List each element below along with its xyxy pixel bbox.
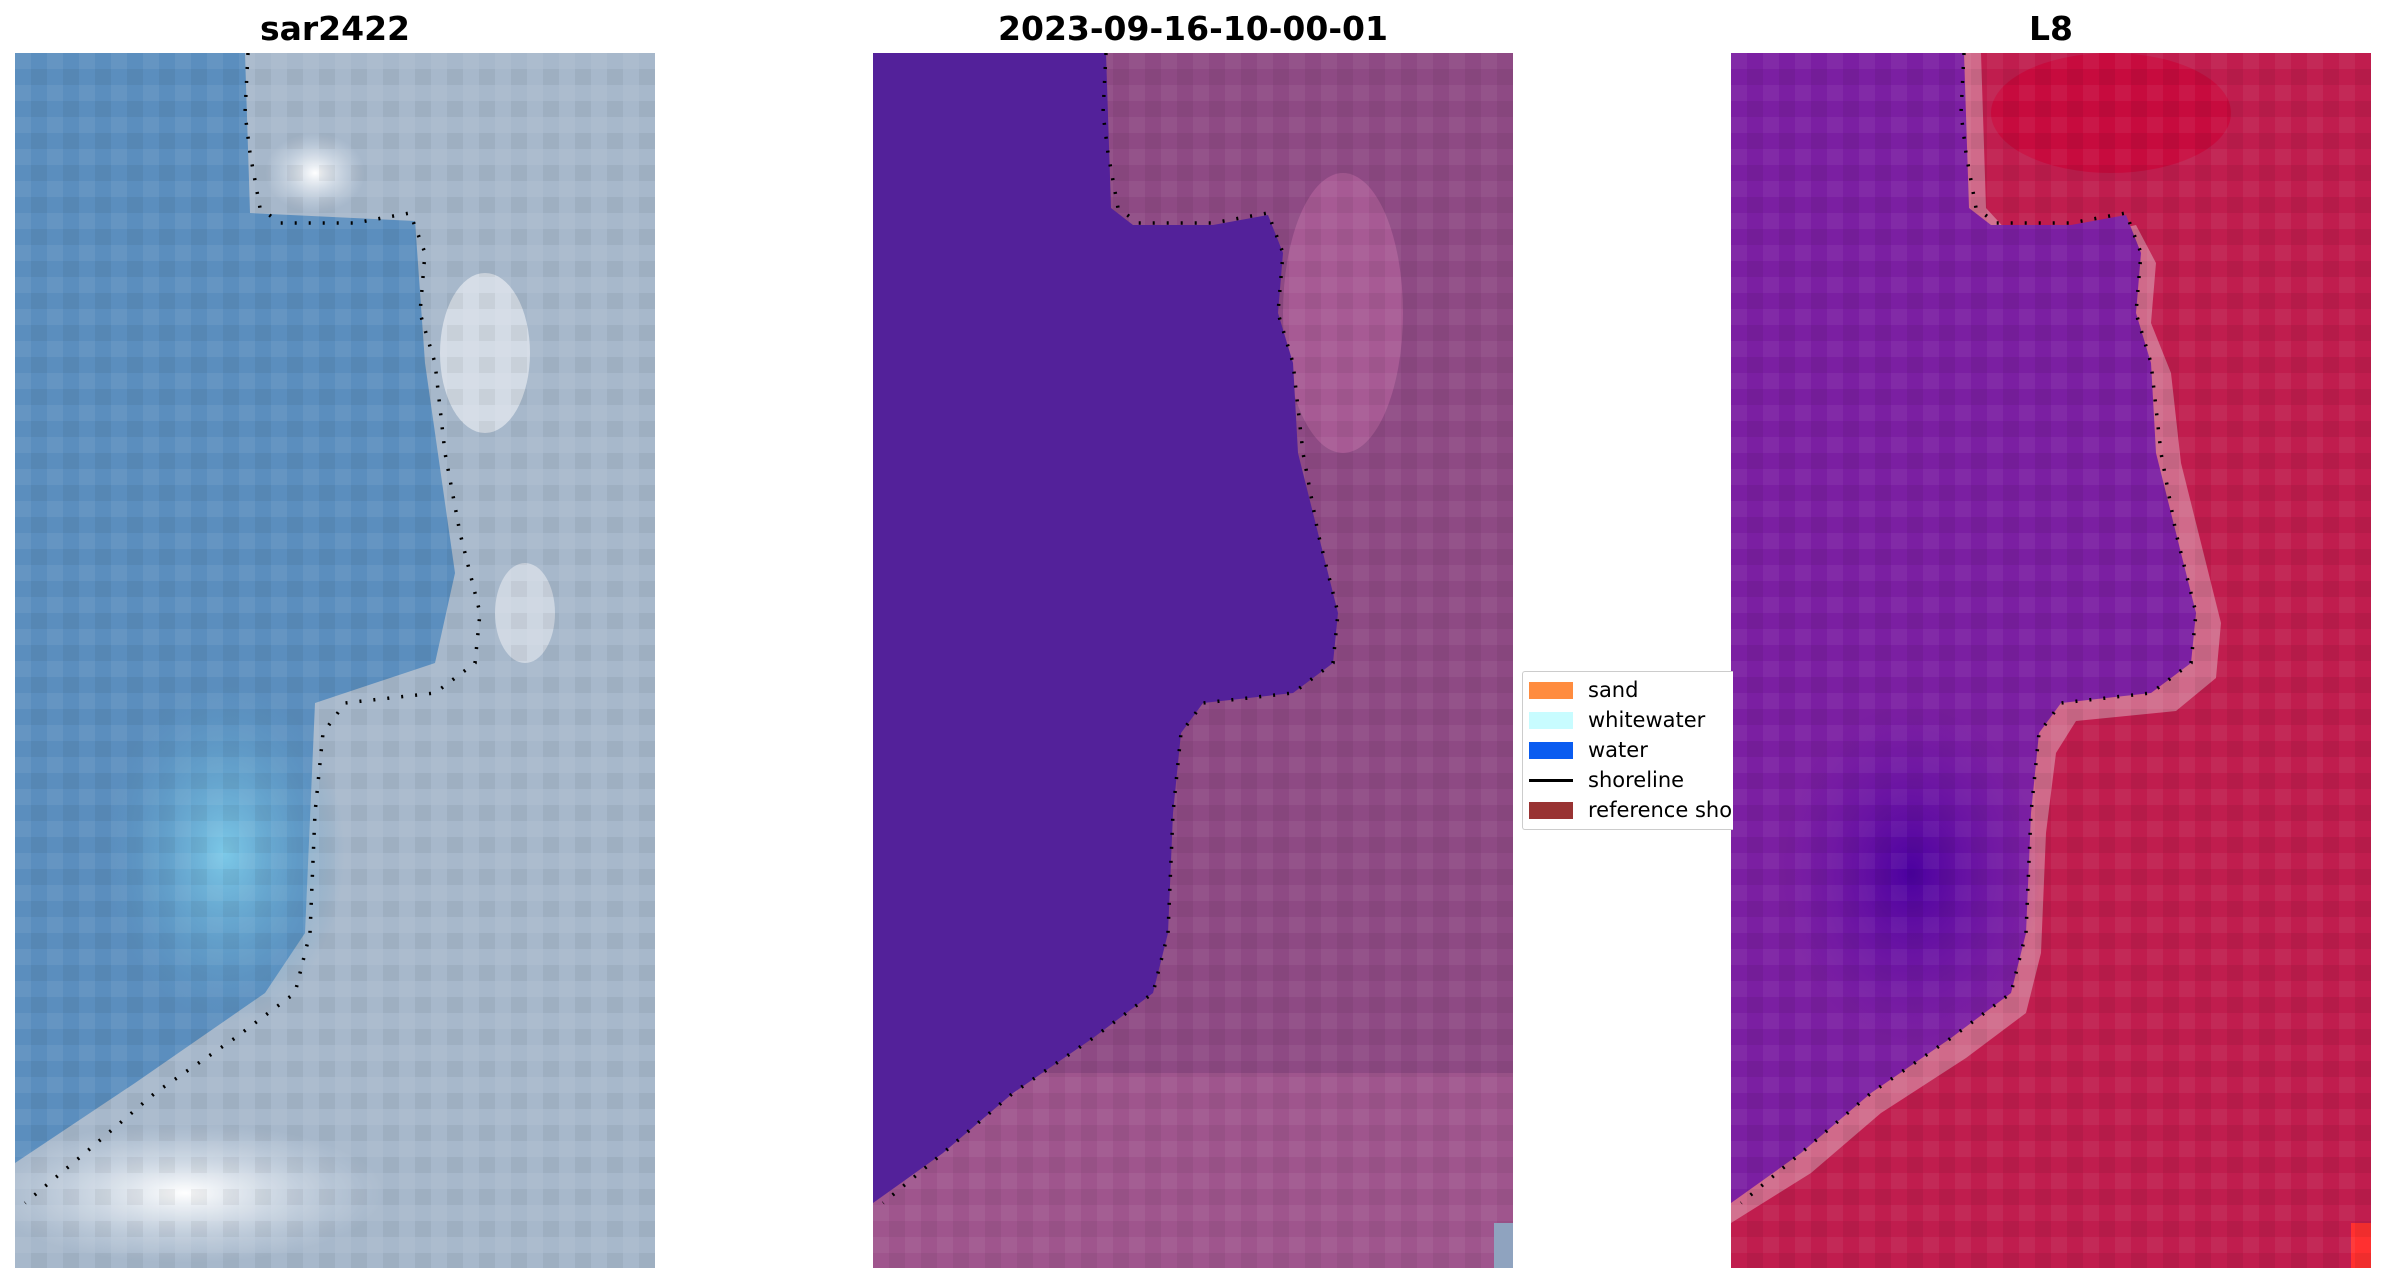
legend: sand whitewater water shoreline referenc…: [1522, 671, 1733, 830]
water-region: [873, 53, 1338, 1203]
legend-item-water: water: [1529, 735, 1648, 765]
whitewater-swatch: [1529, 711, 1573, 729]
water-swatch: [1529, 741, 1573, 759]
legend-item-whitewater: whitewater: [1529, 705, 1705, 735]
legend-label: sand: [1588, 678, 1639, 702]
legend-item-sand: sand: [1529, 675, 1638, 705]
legend-item-reference-shoreline: reference sho: [1529, 795, 1732, 825]
legend-label: whitewater: [1588, 708, 1706, 732]
panel-title-rgb: sar2422: [259, 9, 411, 48]
rgb-image-panel: [15, 53, 655, 1268]
index-image-panel: [1731, 53, 2371, 1268]
panel-title-classification: 2023-09-16-10-00-01: [998, 9, 1388, 48]
legend-item-shoreline: shoreline: [1529, 765, 1684, 795]
index-image: [1731, 53, 2371, 1268]
reference-shoreline-swatch: [1529, 801, 1573, 819]
panel-title-index: L8: [2029, 9, 2073, 48]
legend-label: reference sho: [1588, 798, 1733, 822]
classification-panel: [873, 53, 1513, 1268]
sand-swatch: [1529, 681, 1573, 699]
legend-label: shoreline: [1588, 768, 1685, 792]
classification-image: [873, 53, 1513, 1268]
shoreline-line-icon: [1529, 778, 1573, 782]
rgb-image: [15, 53, 655, 1268]
legend-label: water: [1588, 738, 1648, 762]
